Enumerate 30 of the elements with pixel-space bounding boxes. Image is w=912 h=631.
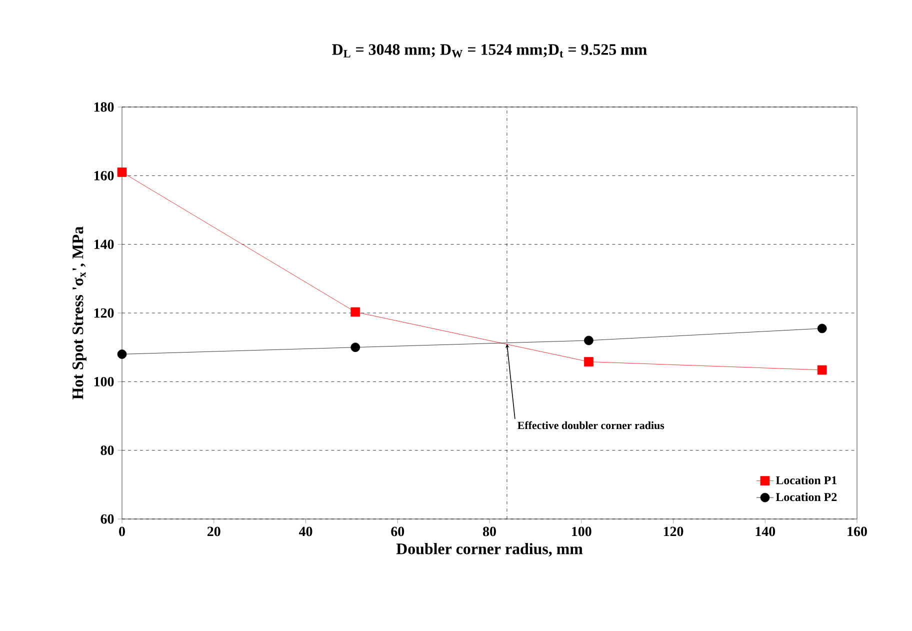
y-tick-label: 100 [94, 376, 114, 386]
point [117, 168, 127, 177]
x-tick-label: 0 [119, 526, 125, 536]
chart-title: D$_{L}$ = 3048 mm; D$_{W}$ = 1524 mm;D$_{t}$ = 9.525 mm [332, 44, 647, 58]
y-tick-label: 160 [94, 170, 114, 180]
legend-label: Location P2 [776, 492, 837, 502]
point [584, 357, 594, 366]
y-tick-label: 80 [100, 446, 114, 456]
x-tick-label: 20 [207, 526, 220, 536]
annotation: Effective doubler corner radius [518, 421, 664, 430]
y-tick-label: 60 [100, 514, 114, 524]
point [350, 342, 360, 352]
x-tick-label: 120 [664, 526, 684, 536]
x-tick-label: 140 [756, 526, 776, 536]
legend-label: Location P1 [776, 476, 836, 484]
x-tick-label: 60 [391, 526, 404, 536]
x-axis-title: Doubler corner radius, mm [396, 543, 583, 557]
x-tick-label: 80 [483, 526, 496, 536]
x-tick-label: 40 [298, 526, 312, 536]
point [117, 350, 127, 359]
point [817, 365, 827, 375]
y-tick-label: 120 [94, 308, 114, 318]
point [817, 324, 827, 334]
x-tick-label: 160 [848, 526, 867, 536]
point [584, 336, 594, 346]
y-axis-title: Hot Spot Stress 'σ$_{x}$', MPa [72, 226, 86, 400]
y-tick-label: 140 [94, 240, 114, 250]
y-tick-label: 180 [94, 102, 114, 112]
point [350, 307, 360, 317]
x-tick-label: 100 [572, 526, 592, 536]
